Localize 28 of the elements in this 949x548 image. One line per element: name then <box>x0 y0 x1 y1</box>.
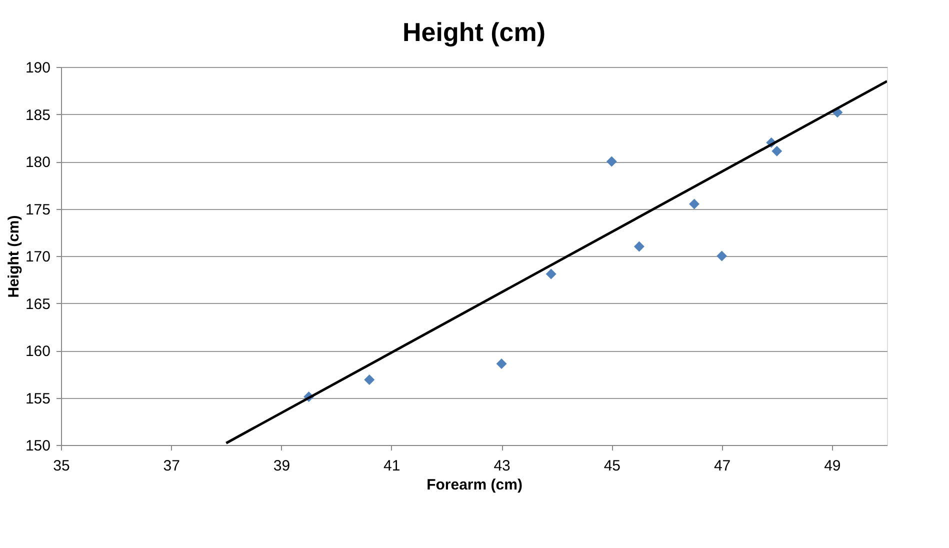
x-tick-label: 39 <box>273 458 290 474</box>
point <box>496 358 507 369</box>
y-tick-label: 160 <box>25 343 50 360</box>
point <box>546 268 556 280</box>
point <box>689 198 700 210</box>
y-tick-label: 190 <box>25 60 50 76</box>
x-axis-title: Forearm (cm) <box>426 476 522 494</box>
chart-title: Height (cm) <box>402 17 546 47</box>
y-tick-label: 170 <box>25 248 50 266</box>
x-tick-label: 37 <box>163 458 180 474</box>
x-tick-label: 35 <box>53 458 70 474</box>
x-tick-label: 47 <box>714 458 731 474</box>
x-tick-label: 41 <box>384 458 400 474</box>
x-tick-label: 49 <box>824 458 841 474</box>
point <box>364 374 375 386</box>
y-tick-label: 180 <box>25 154 50 171</box>
point <box>772 146 782 156</box>
point <box>606 156 617 167</box>
x-tick-label: 45 <box>604 458 621 474</box>
point <box>716 250 728 262</box>
point <box>634 241 644 252</box>
y-tick-label: 150 <box>25 438 50 454</box>
y-tick-label: 165 <box>25 296 50 313</box>
y-tick-label: 185 <box>25 106 50 124</box>
y-tick-label: 175 <box>25 201 50 218</box>
x-tick-label: 43 <box>494 458 510 474</box>
y-tick-label: 155 <box>25 390 50 408</box>
y-axis-title: Height (cm) <box>5 215 22 298</box>
